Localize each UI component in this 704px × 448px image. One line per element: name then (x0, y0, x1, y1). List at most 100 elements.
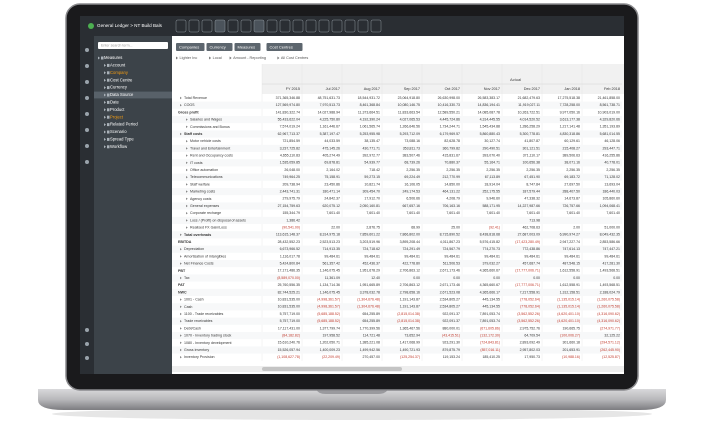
tool-button[interactable] (318, 19, 330, 33)
chip[interactable] (266, 43, 303, 51)
tree-arrow[interactable] (104, 137, 106, 141)
row-toggle[interactable] (180, 312, 182, 316)
tool-button[interactable] (227, 19, 239, 33)
tool-button[interactable] (279, 19, 291, 33)
rail-icon[interactable] (85, 112, 89, 116)
row-toggle[interactable] (186, 147, 188, 150)
row-toggle[interactable] (186, 118, 188, 121)
filter-label[interactable]: All Cost Centres (281, 56, 309, 60)
tree-arrow[interactable] (104, 108, 106, 112)
filter-label[interactable]: Lighter Inc (180, 56, 198, 60)
filter-arrow[interactable] (209, 56, 212, 60)
row-toggle[interactable] (180, 356, 182, 359)
tree-arrow[interactable] (104, 100, 106, 104)
tree-arrow[interactable] (104, 93, 106, 97)
row-toggle[interactable] (186, 183, 188, 186)
tree-item[interactable]: Company (110, 70, 129, 75)
rail-icon[interactable] (85, 48, 89, 52)
row-toggle[interactable] (186, 190, 188, 193)
filter-arrow[interactable] (176, 56, 178, 60)
tree-item[interactable]: Data Source (110, 92, 134, 97)
filter-label[interactable]: Amount - Reporting (233, 56, 266, 60)
rail-icon[interactable] (85, 128, 89, 132)
tool-button[interactable] (266, 19, 278, 33)
row-toggle[interactable] (180, 233, 182, 236)
chip[interactable] (234, 43, 261, 51)
row-toggle[interactable] (180, 348, 182, 352)
row-toggle[interactable] (180, 255, 182, 258)
tool-button[interactable] (240, 19, 252, 33)
row-toggle[interactable] (180, 132, 182, 136)
tree-arrow[interactable] (104, 71, 106, 75)
tool-button[interactable] (344, 19, 356, 33)
row-toggle[interactable] (186, 226, 188, 229)
cell: 2,671,523.08 (440, 290, 460, 294)
tree-item[interactable]: Account (110, 63, 126, 68)
row-toggle[interactable] (186, 161, 188, 164)
tree-item[interactable]: Product (110, 107, 125, 112)
tree-arrow[interactable] (98, 56, 100, 60)
tool-button[interactable] (214, 19, 226, 33)
rail-icon[interactable] (85, 356, 89, 360)
search-box[interactable] (98, 42, 168, 49)
row-toggle[interactable] (180, 96, 182, 100)
tree-arrow[interactable] (104, 123, 106, 127)
row-toggle[interactable] (180, 305, 182, 309)
row-toggle[interactable] (186, 219, 188, 222)
tree-arrow[interactable] (104, 115, 106, 119)
chip[interactable] (176, 43, 205, 51)
rail-icon[interactable] (85, 64, 89, 68)
row-toggle[interactable] (186, 154, 188, 157)
tree-item[interactable]: Project (110, 114, 124, 119)
tree-item[interactable]: Measures (104, 55, 122, 60)
tool-button[interactable] (331, 19, 343, 33)
tool-button[interactable] (175, 19, 187, 33)
row-toggle[interactable] (180, 298, 182, 301)
row-toggle[interactable] (180, 327, 182, 330)
row-toggle[interactable] (186, 176, 188, 179)
row-toggle[interactable] (186, 204, 188, 208)
tree-item[interactable]: Related Period (110, 122, 138, 127)
row-toggle[interactable] (180, 248, 182, 251)
row-toggle[interactable] (180, 320, 182, 323)
tool-button[interactable] (188, 19, 200, 33)
tree-arrow[interactable] (104, 130, 106, 134)
row-toggle[interactable] (186, 168, 188, 172)
row-toggle[interactable] (180, 276, 182, 280)
tree-arrow[interactable] (104, 78, 106, 82)
tree-arrow[interactable] (104, 63, 106, 67)
rail-icon[interactable] (85, 144, 89, 148)
tree-item[interactable]: Workflow (110, 144, 128, 149)
row-toggle[interactable] (180, 341, 182, 345)
tool-button[interactable] (201, 19, 213, 33)
tree-item[interactable]: Spread Type (110, 137, 134, 142)
tool-button[interactable] (357, 19, 369, 33)
rail-icon[interactable] (85, 328, 89, 332)
rail-icon[interactable] (85, 96, 89, 100)
tree-item[interactable]: Date (110, 100, 120, 105)
filter-label[interactable]: Local (213, 56, 222, 60)
row-toggle[interactable] (186, 197, 188, 200)
tool-button[interactable] (253, 19, 265, 33)
tree-arrow[interactable] (104, 145, 106, 149)
tool-button[interactable] (305, 19, 317, 33)
filter-arrow[interactable] (277, 56, 280, 60)
scrollbar-thumb[interactable] (262, 367, 402, 371)
rail-icon[interactable] (85, 80, 89, 84)
tree-arrow[interactable] (104, 86, 106, 90)
rail-icon[interactable] (85, 342, 89, 346)
row-toggle[interactable] (186, 140, 188, 143)
row-toggle[interactable] (180, 104, 182, 107)
tool-button[interactable] (370, 19, 382, 33)
row-toggle[interactable] (186, 212, 188, 215)
tree-item[interactable]: Scenario (110, 129, 127, 134)
tool-button[interactable] (292, 19, 304, 33)
rail-icon[interactable] (85, 160, 89, 164)
row-toggle[interactable] (186, 125, 188, 128)
chip[interactable] (206, 43, 233, 51)
tree-item[interactable]: Cost Centre (110, 77, 133, 82)
row-toggle[interactable] (180, 334, 182, 337)
tree-item[interactable]: Currency (110, 85, 128, 90)
row-toggle[interactable] (180, 262, 182, 265)
filter-arrow[interactable] (229, 56, 232, 60)
